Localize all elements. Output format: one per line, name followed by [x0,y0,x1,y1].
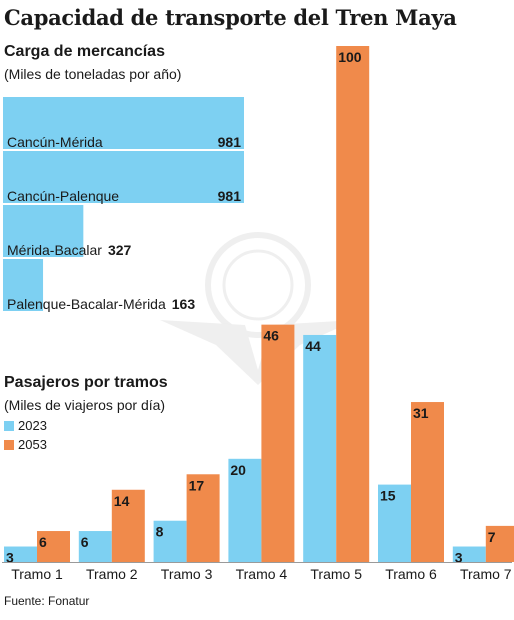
data-label-2023: 3 [6,550,14,566]
legend-item-2053: 2053 [4,437,47,452]
x-tick-label: Tramo 6 [385,566,437,582]
bar-2053-3 [186,474,220,562]
cargo-chart-title: Carga de mercancías [4,43,165,60]
x-tick-label: Tramo 3 [161,566,213,582]
chart-title: Capacidad de transporte del Tren Maya [4,5,457,30]
passenger-chart-title: Pasajeros por tramos [4,374,168,391]
data-label-2053: 46 [263,328,279,344]
data-label-2053: 31 [413,405,429,421]
bar-2023-4 [228,458,262,562]
x-tick-label: Tramo 2 [86,566,138,582]
x-tick-label: Tramo 4 [236,566,288,582]
bar-2053-4 [261,324,295,562]
data-label-2023: 6 [81,534,89,550]
legend-label-2023: 2023 [18,418,47,433]
bar-2053-5 [336,46,370,562]
bar-2023-7 [452,546,486,562]
x-tick-label: Tramo 1 [11,566,63,582]
bar-2023-6 [378,484,411,562]
data-label-2053: 100 [338,49,362,65]
data-label-2053: 6 [39,534,47,550]
cargo-bars-group: Cancún-Mérida 981 Cancún-Palenque 981 Mérida… [3,97,244,312]
legend-item-2023: 2023 [4,418,47,433]
data-label-2023: 20 [230,462,246,478]
cargo-bar-label: Cancún-Mérida [7,134,103,150]
bar-2023-2 [78,531,112,562]
cargo-value-label: 327 [108,242,132,258]
bar-2023-3 [153,520,187,562]
cargo-bar-2 [3,151,244,203]
cargo-bar-label: Palenque-Bacalar-Mérida [7,296,166,312]
cargo-bar-1 [3,97,244,149]
data-label-2053: 14 [114,493,130,509]
cargo-bar-label: Mérida-Bacalar [7,242,102,258]
x-tick-label: Tramo 7 [460,566,512,582]
data-label-2023: 15 [380,488,396,504]
passenger-chart-subtitle: (Miles de viajeros por día) [4,397,166,413]
data-label-2023: 8 [156,524,164,540]
cargo-bar-3 [3,205,84,257]
legend-swatch-2023 [4,421,14,431]
cargo-chart-subtitle: (Miles de toneladas por año) [4,66,182,82]
legend-label-2053: 2053 [18,437,47,452]
bar-2053-1 [37,531,70,562]
data-label-2023: 3 [455,550,463,566]
source-note: Fuente: Fonatur [4,594,90,608]
passenger-bars-group: 3 6 Tramo 1 6 14 Tramo 2 8 17 Tramo 3 20 46 Tramo 4… [2,46,514,582]
data-label-2053: 7 [488,529,496,545]
cargo-bar-label: Cancún-Palenque [7,188,119,204]
legend-swatch-2053 [4,440,14,450]
cargo-value-label: 981 [218,188,242,204]
cargo-value-label: 981 [218,134,242,150]
data-label-2023: 44 [305,338,321,354]
bar-2023-5 [303,334,337,562]
x-tick-label: Tramo 5 [310,566,362,582]
data-label-2053: 17 [189,477,205,493]
bar-2023-1 [4,546,37,562]
bar-2053-6 [411,402,444,562]
bar-2053-7 [485,525,514,562]
bar-2053-2 [111,489,145,562]
cargo-value-label: 163 [172,296,196,312]
cargo-bar-4 [3,259,44,311]
